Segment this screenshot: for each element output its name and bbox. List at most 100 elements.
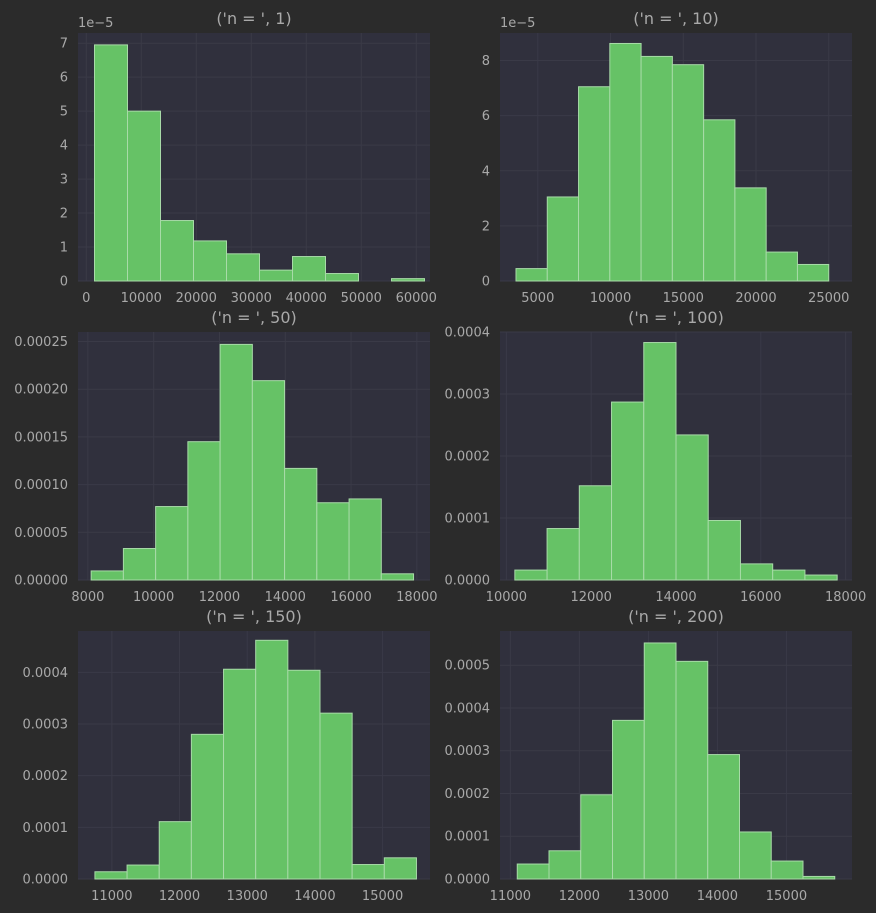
y-tick-label: 5 — [60, 105, 68, 120]
x-tick-label: 10000 — [133, 590, 174, 605]
x-tick-label: 11000 — [91, 889, 132, 904]
y-tick-label: 0 — [60, 275, 68, 290]
y-tick-label: 6 — [482, 109, 490, 124]
y-tick-label: 7 — [60, 37, 68, 52]
x-tick-label: 18000 — [825, 590, 866, 605]
histogram-bar — [643, 342, 677, 581]
histogram-bar — [287, 669, 321, 880]
histogram-bar — [226, 253, 260, 282]
x-tick-label: 13000 — [628, 889, 669, 904]
x-tick-label: 50000 — [341, 291, 382, 306]
y-tick-label: 0.0002 — [445, 450, 491, 465]
histogram-bar — [796, 263, 830, 282]
y-tick-label: 0.0001 — [445, 512, 491, 527]
x-tick-label: 5000 — [521, 291, 554, 306]
histogram-bar — [578, 485, 613, 581]
y-tick-label: 2 — [482, 219, 490, 234]
x-tick-label: 15000 — [663, 291, 704, 306]
x-tick-label: 25000 — [808, 291, 849, 306]
histogram-bar — [351, 864, 385, 880]
y-tick-label: 0.00010 — [14, 478, 68, 493]
subplot-2: 5000 10000 15000 20000 25000 0 2 4 6 8 1e−5 ('n = '… — [482, 9, 852, 306]
subplot-title: ('n = ', 50) — [211, 308, 297, 327]
histogram-bar — [223, 668, 257, 880]
histogram-bar — [739, 563, 774, 581]
y-offset-label: 1e−5 — [78, 16, 113, 31]
y-tick-label: 0.0000 — [445, 574, 491, 589]
histogram-bar — [578, 86, 611, 282]
x-tick-label: 8000 — [71, 590, 104, 605]
histogram-bar — [772, 569, 806, 581]
y-tick-label: 0 — [482, 275, 490, 290]
histogram-bar — [391, 278, 425, 282]
x-tick-label: 0 — [82, 291, 90, 306]
histogram-bar — [804, 574, 838, 581]
histogram-bar — [609, 42, 642, 282]
y-tick-label: 0.0001 — [23, 821, 69, 836]
histogram-bar — [193, 240, 227, 282]
histogram-bar — [251, 380, 286, 581]
x-tick-label: 16000 — [330, 590, 371, 605]
x-tick-label: 15000 — [766, 889, 807, 904]
histogram-bar — [284, 467, 318, 581]
x-tick-label: 10000 — [486, 590, 527, 605]
histogram-bar — [611, 401, 645, 581]
histogram-bar — [259, 269, 293, 282]
histogram-bar — [94, 871, 128, 880]
subplot-title: ('n = ', 1) — [216, 9, 291, 28]
histogram-bar — [640, 55, 673, 282]
x-tick-label: 14000 — [265, 590, 306, 605]
histogram-bar — [155, 506, 189, 581]
x-tick-label: 20000 — [176, 291, 217, 306]
y-tick-label: 0.0003 — [23, 718, 69, 733]
subplot-title: ('n = ', 100) — [628, 308, 724, 327]
y-tick-label: 0.0004 — [445, 701, 491, 716]
y-tick-label: 0.00020 — [14, 383, 68, 398]
y-tick-label: 1 — [60, 241, 68, 256]
y-tick-label: 0.00000 — [14, 574, 68, 589]
y-tick-label: 0.0003 — [445, 388, 491, 403]
y-tick-label: 3 — [60, 173, 68, 188]
x-tick-label: 60000 — [396, 291, 437, 306]
histogram-bar — [187, 441, 221, 581]
x-tick-label: 16000 — [740, 590, 781, 605]
histogram-bar — [802, 875, 836, 880]
y-tick-label: 8 — [482, 54, 490, 69]
histogram-bar — [94, 44, 128, 282]
x-tick-label: 12000 — [559, 889, 600, 904]
x-tick-label: 12000 — [571, 590, 612, 605]
histogram-bar — [770, 860, 804, 880]
histogram-bar — [707, 754, 740, 880]
histogram-bar — [580, 794, 614, 880]
histogram-bar — [516, 863, 550, 880]
histogram-bar — [514, 569, 548, 581]
y-tick-label: 0.0004 — [445, 326, 491, 341]
x-tick-label: 10000 — [121, 291, 162, 306]
x-tick-label: 14000 — [294, 889, 335, 904]
y-tick-label: 0.0002 — [23, 769, 69, 784]
histogram-bar — [292, 256, 326, 282]
histogram-bar — [546, 528, 580, 581]
x-tick-label: 12000 — [159, 889, 200, 904]
x-tick-label: 12000 — [199, 590, 240, 605]
x-tick-label: 20000 — [735, 291, 776, 306]
histogram-bar — [325, 273, 359, 282]
histogram-bar — [383, 857, 417, 880]
subplot-title: ('n = ', 150) — [206, 607, 302, 626]
histogram-bar — [126, 864, 160, 880]
y-tick-label: 0.0002 — [445, 787, 491, 802]
histogram-bar — [643, 642, 677, 880]
histogram-bar — [319, 712, 353, 880]
histogram-bar — [675, 434, 709, 581]
x-tick-label: 18000 — [396, 590, 437, 605]
histogram-bar — [515, 268, 548, 282]
subplot-6: 11000 12000 13000 14000 15000 0.0000 0.0001 0.0… — [445, 607, 852, 904]
subplot-1: 0 10000 20000 30000 40000 50000 60000 0 1 2 3 4 5 6 71… — [60, 9, 437, 306]
histogram-bar — [255, 639, 289, 880]
subplot-4: 10000 12000 14000 16000 18000 0.0000 0.0001 0.0… — [445, 308, 867, 605]
subplot-5: 11000 12000 13000 14000 15000 0.0000 0.0001 0.0… — [23, 607, 430, 904]
histogram-bar — [219, 343, 253, 581]
subplot-title: ('n = ', 10) — [633, 9, 719, 28]
x-tick-label: 13000 — [227, 889, 268, 904]
x-tick-label: 15000 — [362, 889, 403, 904]
